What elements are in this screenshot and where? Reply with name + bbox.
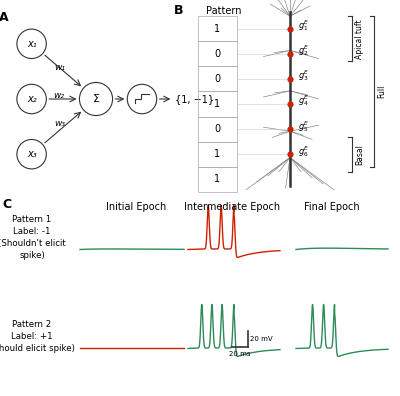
Text: 20 ms: 20 ms — [229, 352, 251, 358]
Text: Pattern 1
Label: -1
(Shouldn't elicit
spike): Pattern 1 Label: -1 (Shouldn't elicit sp… — [0, 215, 66, 260]
Text: C: C — [2, 198, 11, 211]
Text: $g_4^E$: $g_4^E$ — [298, 93, 309, 109]
Bar — [198, 67, 237, 91]
Circle shape — [80, 82, 112, 116]
Circle shape — [17, 29, 46, 59]
Text: Apical tuft: Apical tuft — [355, 19, 364, 59]
Bar — [198, 91, 237, 116]
Text: $g_1^E$: $g_1^E$ — [298, 18, 309, 33]
Text: A: A — [0, 11, 8, 24]
Text: $g_2^E$: $g_2^E$ — [298, 43, 309, 58]
Text: Pattern 2
Label: +1
(Should elicit spike): Pattern 2 Label: +1 (Should elicit spike… — [0, 320, 74, 353]
Text: {1, −1}: {1, −1} — [175, 94, 214, 104]
Text: $g_3^E$: $g_3^E$ — [298, 69, 309, 83]
Text: Full: Full — [377, 85, 386, 98]
Text: w₂: w₂ — [54, 91, 65, 100]
Text: 0: 0 — [214, 74, 220, 84]
Text: 1: 1 — [214, 174, 220, 184]
Text: w₃: w₃ — [54, 119, 65, 128]
Text: 1: 1 — [214, 99, 220, 109]
Text: $g_5^E$: $g_5^E$ — [298, 119, 309, 133]
Bar — [198, 16, 237, 41]
Text: 20 mV: 20 mV — [250, 335, 273, 342]
Text: w₁: w₁ — [54, 63, 65, 72]
Bar — [198, 41, 237, 67]
Text: Initial Epoch: Initial Epoch — [106, 202, 166, 212]
Text: x₁: x₁ — [27, 39, 36, 49]
Text: Pattern: Pattern — [206, 6, 242, 16]
Text: B: B — [174, 4, 183, 17]
Text: x₃: x₃ — [27, 149, 36, 159]
Bar — [198, 142, 237, 167]
Text: Final Epoch: Final Epoch — [304, 202, 360, 212]
Text: x₂: x₂ — [27, 94, 36, 104]
Text: 1: 1 — [214, 149, 220, 159]
Bar — [198, 116, 237, 142]
Text: 0: 0 — [214, 124, 220, 134]
Circle shape — [127, 84, 157, 114]
Text: Σ: Σ — [92, 94, 100, 104]
Text: Basal: Basal — [355, 144, 364, 165]
Text: 1: 1 — [214, 24, 220, 34]
Text: Intermediate Epoch: Intermediate Epoch — [184, 202, 280, 212]
Text: 0: 0 — [214, 49, 220, 59]
Text: $g_6^E$: $g_6^E$ — [298, 144, 309, 159]
Circle shape — [17, 139, 46, 169]
Circle shape — [17, 84, 46, 114]
Bar — [198, 167, 237, 192]
